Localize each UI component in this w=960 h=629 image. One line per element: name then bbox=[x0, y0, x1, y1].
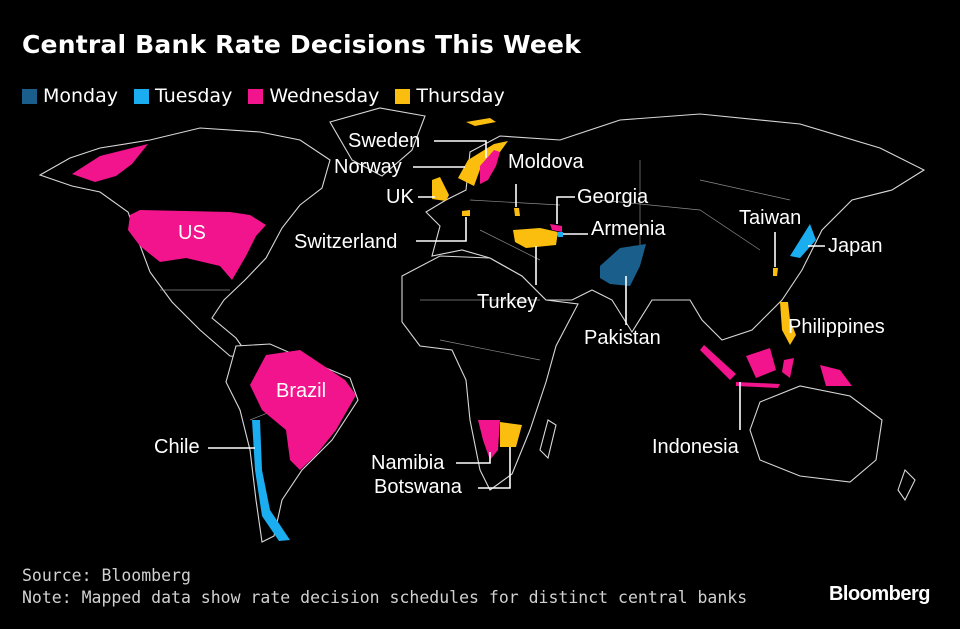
legend-label: Wednesday bbox=[269, 85, 380, 107]
country-brazil[interactable] bbox=[250, 350, 356, 470]
country-indonesia[interactable] bbox=[700, 345, 852, 388]
legend-label: Tuesday bbox=[155, 85, 233, 107]
legend-swatch bbox=[395, 88, 411, 104]
label-uk: UK bbox=[386, 186, 414, 208]
label-taiwan: Taiwan bbox=[739, 207, 802, 229]
legend-swatch bbox=[22, 88, 37, 104]
legend-swatch bbox=[134, 88, 150, 104]
country-switzerland[interactable] bbox=[462, 210, 470, 216]
chart-title: Central Bank Rate Decisions This Week bbox=[22, 30, 582, 59]
country-us[interactable] bbox=[72, 144, 266, 280]
new-zealand bbox=[897, 468, 916, 502]
country-pakistan[interactable] bbox=[600, 244, 646, 286]
leader-botswana bbox=[478, 447, 511, 489]
label-us: US bbox=[178, 222, 206, 244]
label-norway: Norway bbox=[334, 156, 402, 178]
leader-sweden bbox=[434, 140, 487, 158]
country-japan[interactable] bbox=[790, 224, 816, 258]
eurasia bbox=[425, 113, 926, 341]
country-armenia[interactable] bbox=[557, 232, 563, 237]
country-philippines[interactable] bbox=[780, 302, 796, 345]
country-chile[interactable] bbox=[252, 420, 290, 541]
country-moldova[interactable] bbox=[514, 208, 520, 216]
legend: Monday Tuesday Wednesday Thursday bbox=[22, 85, 505, 107]
label-indonesia: Indonesia bbox=[652, 436, 739, 458]
legend-item-thursday: Thursday bbox=[395, 85, 505, 107]
country-uk[interactable] bbox=[432, 177, 449, 201]
legend-item-monday: Monday bbox=[22, 85, 118, 107]
leader-namibia bbox=[456, 452, 491, 464]
label-moldova: Moldova bbox=[508, 151, 584, 173]
label-switzerland: Switzerland bbox=[294, 231, 398, 253]
methodology-note: Note: Mapped data show rate decision sch… bbox=[22, 588, 748, 607]
label-botswana: Botswana bbox=[374, 476, 462, 498]
greenland bbox=[329, 107, 426, 177]
country-turkey[interactable] bbox=[513, 228, 558, 248]
country-svalbard[interactable] bbox=[466, 118, 496, 126]
legend-item-wednesday: Wednesday bbox=[248, 85, 379, 107]
bloomberg-logo: Bloomberg bbox=[828, 583, 931, 605]
label-japan: Japan bbox=[828, 235, 883, 257]
footer: Source: Bloomberg Note: Mapped data show… bbox=[22, 565, 747, 609]
country-georgia[interactable] bbox=[550, 224, 562, 232]
legend-item-tuesday: Tuesday bbox=[134, 85, 232, 107]
source-note: Source: Bloomberg bbox=[22, 566, 191, 585]
label-philippines: Philippines bbox=[788, 316, 885, 338]
label-namibia: Namibia bbox=[371, 452, 445, 474]
madagascar bbox=[539, 419, 557, 460]
country-namibia[interactable] bbox=[478, 420, 500, 460]
country-sweden[interactable] bbox=[480, 150, 500, 184]
country-taiwan[interactable] bbox=[773, 268, 778, 276]
australia bbox=[749, 385, 883, 483]
legend-label: Monday bbox=[43, 85, 119, 107]
label-chile: Chile bbox=[154, 436, 200, 458]
legend-label: Thursday bbox=[416, 85, 505, 107]
label-georgia: Georgia bbox=[577, 186, 649, 208]
leader-switzerland bbox=[416, 217, 467, 242]
label-pakistan: Pakistan bbox=[584, 327, 661, 349]
label-armenia: Armenia bbox=[591, 218, 666, 240]
label-brazil: Brazil bbox=[276, 380, 327, 402]
label-turkey: Turkey bbox=[477, 291, 538, 313]
leader-georgia bbox=[556, 196, 575, 224]
legend-swatch bbox=[248, 88, 264, 104]
country-botswana[interactable] bbox=[500, 422, 522, 447]
label-sweden: Sweden bbox=[348, 130, 421, 152]
